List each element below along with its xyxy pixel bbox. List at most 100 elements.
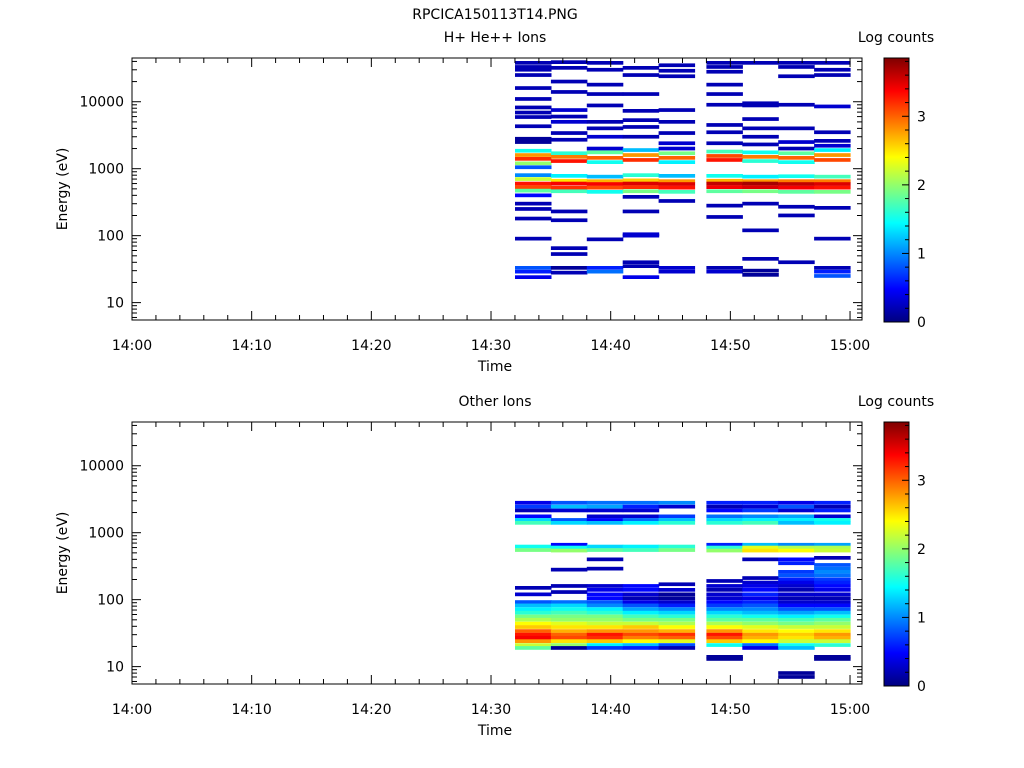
heatmap-cell [586,182,624,186]
heatmap-cell [814,236,851,241]
heatmap-cell [706,617,743,622]
heatmap-cell [778,102,815,107]
heatmap-cell [814,580,851,585]
heatmap-cell [814,67,851,72]
heatmap-cell [658,500,696,505]
heatmap-cell [622,181,660,186]
heatmap-cell [550,607,588,611]
heatmap-cell [742,508,779,513]
heatmap-cell [586,103,624,108]
heatmap-cell [706,588,743,592]
heatmap-cell [515,65,552,69]
heatmap-cell [814,556,851,560]
heatmap-cell [814,504,851,509]
heatmap-cell [550,174,588,178]
heatmap-cell [622,548,660,552]
heatmap-cell [778,561,815,566]
heatmap-cell [814,190,851,194]
heatmap-cell [814,643,851,647]
heatmap-cell [742,201,779,206]
heatmap-cell [778,204,815,209]
heatmap-cell [706,269,743,274]
heatmap-cell [814,632,851,637]
heatmap-cell [742,580,779,585]
heatmap-cell [814,655,851,659]
heatmap-cell [742,614,779,619]
colorbar: 0 1 2 3 Log counts [858,30,934,331]
heatmap-cell [658,185,696,190]
heatmap-cell [515,632,552,637]
heatmap-cell [622,178,660,183]
heatmap-cell [706,69,743,74]
heatmap-cell [586,646,624,650]
x-tick-label: 14:30 [471,702,511,718]
heatmap-cell [658,63,696,68]
heatmap-cell [706,141,743,146]
heatmap-cell [550,155,588,159]
heatmap-cell [550,159,588,163]
heatmap-cell [814,182,851,186]
heatmap-cell [742,518,779,522]
colorbar: 0 1 2 3 Log counts [858,394,934,695]
heatmap-cell [550,603,588,608]
heatmap-cell [586,584,624,588]
x-tick-label: 14:40 [591,338,631,354]
heatmap-cell [622,521,660,525]
heatmap-cell [742,514,779,519]
heatmap-cell [742,181,779,186]
y-tick-label: 100 [97,229,124,245]
heatmap-cell [515,643,552,647]
heatmap-cell [742,610,779,615]
heatmap-cell [658,269,696,274]
heatmap-cell [814,266,851,270]
heatmap-cell [622,617,660,622]
colorbar-gradient [883,421,910,687]
heatmap-cell [586,603,624,608]
heatmap-cell [778,146,815,151]
y-tick-label: 1000 [88,162,124,178]
heatmap-cell [622,260,660,265]
heatmap-cell [706,607,743,611]
heatmap-cell [742,632,779,637]
heatmap-cell [658,600,696,604]
heatmap-cell [814,542,851,547]
heatmap-cell [814,206,851,210]
heatmap-cell [622,621,660,626]
heatmap-cell [622,73,660,77]
heatmap-cell [658,629,696,633]
heatmap-cell [778,600,815,604]
heatmap-cell [814,657,851,661]
heatmap-cell [586,518,624,522]
heatmap-cell [658,588,696,592]
heatmap-cell [550,614,588,619]
heatmap-cell [622,504,660,509]
heatmap-cell [515,518,552,522]
heatmap-cell [742,603,779,608]
heatmap-cell [515,586,552,590]
heatmap-cell [550,635,588,640]
heatmap-cell [814,577,851,582]
heatmap-cell [515,115,552,119]
heatmap-cell [586,82,624,87]
figure-title: RPCICA150113T14.PNG [412,7,577,23]
heatmap-cell [586,504,624,509]
heatmap-cell [814,545,851,550]
heatmap-cell [742,635,779,640]
colorbar-gradient [883,57,910,323]
heatmap-cell [706,548,743,553]
heatmap-cell [622,109,660,113]
heatmap-cell [550,270,588,275]
heatmap-cell [706,584,743,588]
heatmap-cell [515,165,552,170]
heatmap-cell [550,621,588,626]
heatmap-cell [814,570,851,574]
heatmap-cell [622,518,660,522]
colorbar-tick-label: 2 [917,178,926,194]
heatmap-cell [622,632,660,637]
y-tick-label: 10000 [79,95,124,111]
heatmap-cell [814,274,851,278]
heatmap-cell [550,504,588,509]
heatmap-cell [706,92,743,96]
